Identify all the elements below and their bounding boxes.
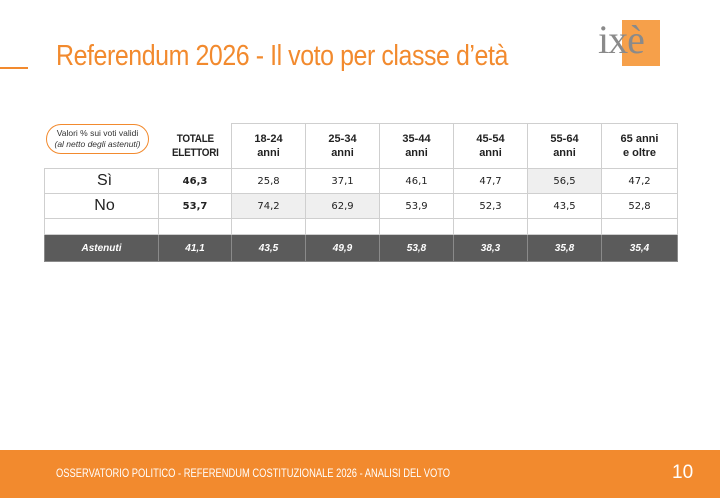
spacer-cell [305,218,380,235]
header-line: 45-54 [476,133,505,145]
legend-line-2: (al netto degli astenuti) [54,139,141,149]
header-line: anni [405,147,428,159]
header-line: anni [479,147,502,159]
spacer-cell [453,218,528,235]
header-age-45-54: 45-54 anni [453,123,528,169]
header-line: 65 anni [620,133,659,145]
results-table: TOTALE ELETTORI 18-24 anni 25-34 anni 35… [44,123,678,262]
spacer-cell [527,218,602,235]
header-line: anni [257,147,280,159]
logo-text: ixè [598,17,645,62]
table-row-no: No 53,7 74,2 62,9 53,9 52,3 43,5 52,8 [44,193,678,219]
table-cell: 46,1 [379,168,454,194]
table-cell: 53,8 [379,234,454,262]
page-title: Referendum 2026 - Il voto per classe d’e… [56,40,508,72]
table-cell: 47,2 [601,168,678,194]
header-age-18-24: 18-24 anni [231,123,306,169]
header-line: 25-34 [328,133,357,145]
table-cell: 38,3 [453,234,528,262]
table-cell: 37,1 [305,168,380,194]
header-line: 55-64 [550,133,579,145]
spacer-cell [44,218,159,235]
header-line: 18-24 [254,133,283,145]
table-cell: 35,4 [601,234,678,262]
table-cell: 49,9 [305,234,380,262]
spacer-cell [158,218,232,235]
header-age-65-plus: 65 anni e oltre [601,123,678,169]
spacer-cell [379,218,454,235]
table-spacer-row [44,218,678,235]
table-cell: 46,3 [158,168,232,194]
table-cell-highlight: 56,5 [527,168,602,194]
spacer-cell [231,218,306,235]
table-cell: 35,8 [527,234,602,262]
ixe-logo: ixè [598,20,662,72]
table-row-abstention: Astenuti 41,1 43,5 49,9 53,8 38,3 35,8 3… [44,234,678,262]
spacer-cell [601,218,678,235]
logo-orange-box [622,20,660,66]
table-cell: 53,7 [158,193,232,219]
footer-text: OSSERVATORIO POLITICO - REFERENDUM COSTI… [56,466,451,480]
table-cell: 41,1 [158,234,232,262]
table-cell: 52,8 [601,193,678,219]
table-header-row: TOTALE ELETTORI 18-24 anni 25-34 anni 35… [45,123,678,169]
header-total-electors: TOTALE ELETTORI [162,124,228,169]
table-cell: 43,5 [527,193,602,219]
table-cell-highlight: 62,9 [305,193,380,219]
row-label-no: No [44,193,159,219]
page-number: 10 [672,462,694,483]
table-cell: 25,8 [231,168,306,194]
header-line: anni [331,147,354,159]
footer-bar: OSSERVATORIO POLITICO - REFERENDUM COSTI… [0,450,720,498]
header-line: e oltre [622,147,656,159]
table-cell: 43,5 [231,234,306,262]
table-cell: 47,7 [453,168,528,194]
header-age-25-34: 25-34 anni [305,123,380,169]
header-line: anni [553,147,576,159]
header-line: 35-44 [402,133,431,145]
table-cell: 52,3 [453,193,528,219]
row-label-si: Sì [44,168,159,194]
values-legend: Valori % sui voti validi (al netto degli… [46,124,149,154]
header-line: ELETTORI [171,146,219,159]
table-row-si: Sì 46,3 25,8 37,1 46,1 47,7 56,5 47,2 [44,168,678,194]
header-age-35-44: 35-44 anni [379,123,454,169]
table-cell-highlight: 74,2 [231,193,306,219]
row-label-abstention: Astenuti [44,234,159,262]
header-age-55-64: 55-64 anni [527,123,602,169]
title-accent-line [0,67,28,69]
table-cell: 53,9 [379,193,454,219]
legend-line-1: Valori % sui voti validi [56,128,139,138]
header-line: TOTALE [176,132,214,145]
